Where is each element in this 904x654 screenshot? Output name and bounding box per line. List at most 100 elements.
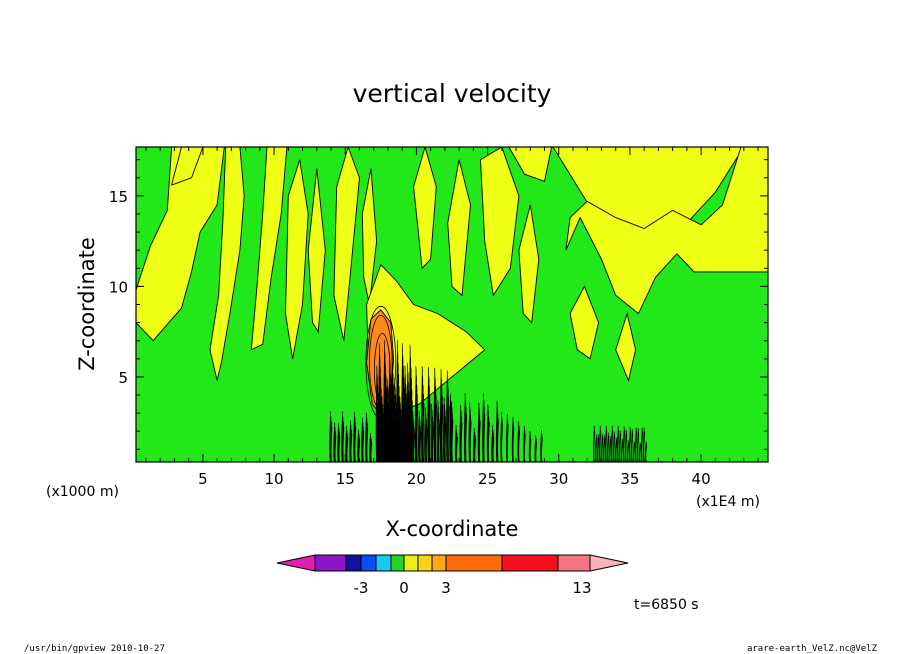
contour-line bbox=[403, 365, 406, 462]
x-tick-label: 25 bbox=[478, 470, 497, 488]
contour-line bbox=[535, 440, 537, 462]
contour-line bbox=[593, 429, 596, 462]
contour-line bbox=[501, 421, 503, 462]
contour-line bbox=[384, 373, 387, 462]
footer-left: /usr/bin/gpview 2010-10-27 bbox=[24, 644, 165, 654]
plot-area bbox=[135, 146, 769, 463]
colorbar-segment bbox=[431, 554, 447, 572]
contour-patch-7 bbox=[361, 168, 378, 305]
contour-line bbox=[528, 430, 531, 462]
x-tick-label: 40 bbox=[692, 470, 711, 488]
contour-patch-2 bbox=[209, 147, 245, 381]
contour-line bbox=[394, 386, 396, 462]
contour-line bbox=[637, 431, 639, 462]
contour-line bbox=[431, 415, 433, 462]
contour-line bbox=[424, 407, 426, 462]
colorbar-tick-label: 0 bbox=[399, 579, 409, 597]
contour-line bbox=[414, 365, 417, 462]
y-tick-label: 10 bbox=[109, 278, 128, 296]
contour-line bbox=[599, 429, 602, 462]
contour-line bbox=[404, 383, 407, 462]
contour-line bbox=[534, 435, 537, 462]
contour-line bbox=[400, 415, 402, 462]
contour-line bbox=[483, 412, 486, 462]
contour-line bbox=[607, 435, 610, 462]
contour-line bbox=[381, 402, 383, 462]
contour-line bbox=[473, 431, 476, 462]
contour-line bbox=[438, 418, 440, 462]
contour-line bbox=[401, 354, 404, 462]
contour-line bbox=[425, 428, 428, 462]
contour-patch-13 bbox=[508, 147, 553, 182]
contour-line bbox=[451, 418, 454, 462]
contour-line bbox=[621, 441, 624, 462]
x-tick-label: 10 bbox=[265, 470, 284, 488]
contour-line bbox=[619, 433, 622, 462]
contour-line bbox=[444, 422, 447, 462]
contour-patch-9 bbox=[413, 147, 437, 270]
contour-line bbox=[595, 437, 598, 462]
contour-line bbox=[609, 438, 612, 462]
colorbar-segment bbox=[345, 554, 362, 572]
contour-line bbox=[518, 429, 520, 462]
contour-line bbox=[416, 402, 419, 462]
x-tick-label: 15 bbox=[336, 470, 355, 488]
contour-line bbox=[524, 433, 526, 462]
contour-line bbox=[440, 386, 443, 462]
contour-line bbox=[379, 376, 382, 462]
contour-line bbox=[540, 429, 542, 462]
contour-patch-12 bbox=[518, 204, 540, 324]
contour-line bbox=[342, 426, 345, 462]
contour-line bbox=[623, 429, 626, 462]
contour-line bbox=[361, 417, 363, 462]
contour-line bbox=[365, 412, 367, 462]
contour-line bbox=[350, 432, 353, 462]
contour-patch-1 bbox=[170, 147, 204, 186]
contour-line bbox=[497, 418, 499, 462]
contour-line bbox=[639, 444, 641, 462]
x-unit-right: (x1E4 m) bbox=[696, 494, 760, 510]
contour-patch-10 bbox=[447, 159, 471, 297]
x-tick-label: 20 bbox=[407, 470, 426, 488]
contour-patch-17 bbox=[615, 311, 637, 382]
contour-line bbox=[455, 428, 457, 462]
contour-line bbox=[411, 399, 413, 462]
contour-line bbox=[341, 416, 344, 462]
contour-patch-4 bbox=[285, 159, 309, 359]
contour-patch-6 bbox=[333, 147, 360, 341]
colorbar-segment bbox=[314, 554, 347, 572]
contour-line bbox=[428, 393, 431, 462]
contour-line bbox=[496, 412, 499, 462]
contour-patch-5 bbox=[307, 168, 326, 334]
colorbar-segment bbox=[403, 554, 419, 572]
contour-line bbox=[625, 432, 628, 462]
colorbar-tick-label: 3 bbox=[441, 579, 451, 597]
contour-line bbox=[465, 412, 467, 462]
y-tick-label: 5 bbox=[118, 369, 128, 387]
contour-line bbox=[469, 419, 472, 462]
contour-line bbox=[345, 429, 348, 462]
contour-line bbox=[338, 435, 341, 462]
contour-line bbox=[512, 425, 515, 462]
contour-line bbox=[337, 423, 339, 462]
contour-line bbox=[478, 420, 481, 462]
contour-line bbox=[541, 436, 543, 462]
contour-line bbox=[370, 442, 373, 462]
colorbar-segment bbox=[417, 554, 433, 572]
contour-line bbox=[617, 429, 620, 462]
contour-line bbox=[333, 422, 335, 462]
contour-line bbox=[645, 443, 647, 462]
contour-line bbox=[415, 374, 417, 462]
contour-line bbox=[421, 384, 424, 462]
contour-patch-11 bbox=[480, 147, 520, 297]
contour-line bbox=[334, 434, 337, 462]
contour-line bbox=[434, 376, 436, 462]
contour-line bbox=[392, 383, 394, 462]
contour-line bbox=[478, 414, 481, 462]
contour-line bbox=[350, 428, 352, 462]
contour-line bbox=[506, 423, 509, 462]
contour-line bbox=[447, 396, 450, 462]
contour-line bbox=[402, 365, 404, 462]
contour-line bbox=[384, 362, 386, 462]
